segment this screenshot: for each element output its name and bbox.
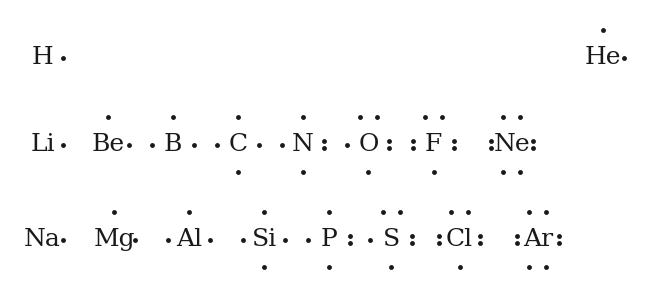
Text: Ar: Ar bbox=[523, 228, 553, 251]
Text: Na: Na bbox=[24, 228, 61, 251]
Text: Li: Li bbox=[30, 133, 55, 156]
Text: O: O bbox=[358, 133, 378, 156]
Text: Al: Al bbox=[176, 228, 202, 251]
Text: F: F bbox=[425, 133, 442, 156]
Text: P: P bbox=[321, 228, 338, 251]
Text: Cl: Cl bbox=[446, 228, 473, 251]
Text: He: He bbox=[585, 46, 621, 69]
Text: B: B bbox=[164, 133, 182, 156]
Text: Si: Si bbox=[251, 228, 277, 251]
Text: S: S bbox=[382, 228, 400, 251]
Text: C: C bbox=[229, 133, 247, 156]
Text: H: H bbox=[32, 46, 53, 69]
Text: Ne: Ne bbox=[493, 133, 530, 156]
Text: Be: Be bbox=[91, 133, 124, 156]
Text: Mg: Mg bbox=[93, 228, 135, 251]
Text: N: N bbox=[292, 133, 314, 156]
